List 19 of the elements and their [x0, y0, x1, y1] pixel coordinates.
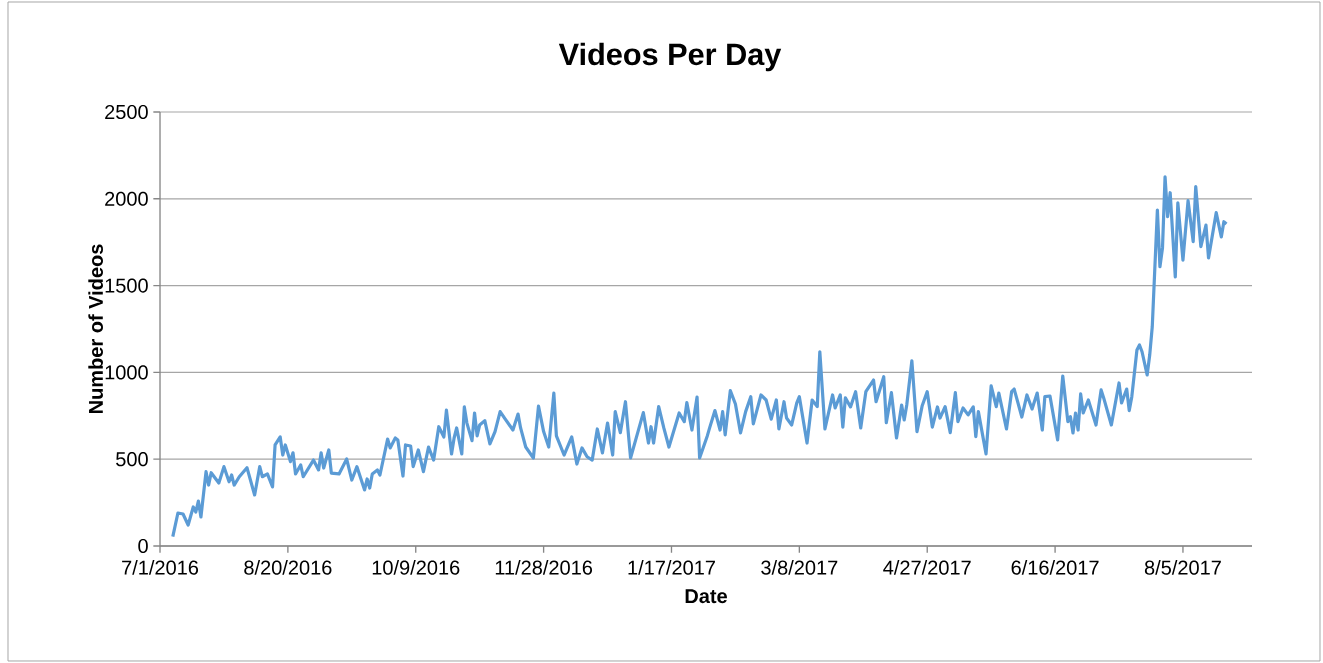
x-tick-label: 1/17/2017: [628, 560, 715, 575]
x-tick-label: 8/20/2016: [244, 560, 332, 575]
x-axis-title: Date: [685, 589, 727, 604]
x-tick-label: 7/1/2016: [122, 560, 199, 575]
y-tick-label: 1000: [105, 365, 148, 380]
y-tick-label: 500: [116, 452, 148, 467]
x-tick-label: 4/27/2017: [883, 560, 971, 575]
y-tick-label: 1500: [105, 278, 148, 293]
chart-title: Videos Per Day: [558, 42, 782, 72]
x-tick-label: 10/9/2016: [372, 560, 460, 575]
y-axis-title: Number of Videos: [88, 244, 103, 414]
y-tick-label: 0: [138, 538, 148, 554]
x-tick-label: 8/5/2017: [1144, 560, 1221, 575]
x-tick-label: 3/8/2017: [761, 560, 838, 575]
x-tick-label: 6/16/2017: [1011, 560, 1099, 575]
y-tick-label: 2000: [105, 191, 148, 206]
line-series: [171, 175, 1229, 539]
x-tick-label: 11/28/2016: [495, 560, 593, 575]
y-tick-label: 2500: [105, 104, 148, 120]
